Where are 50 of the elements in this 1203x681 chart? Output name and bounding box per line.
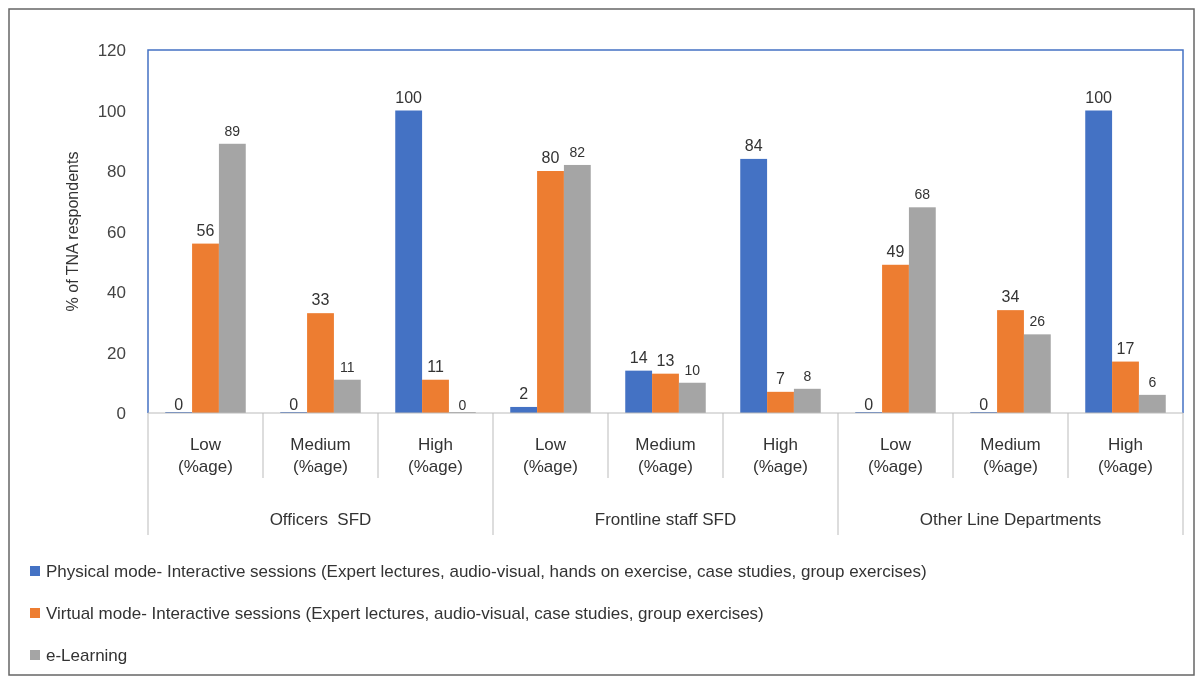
data-label: 34: [1001, 288, 1020, 306]
y-tick-label: 40: [107, 283, 126, 302]
data-label: 7: [776, 369, 786, 387]
data-label: 33: [311, 291, 330, 309]
data-label: 17: [1116, 339, 1135, 357]
data-label: 11: [340, 358, 355, 375]
data-label: 68: [914, 186, 931, 203]
data-label: 49: [886, 242, 905, 260]
data-label: 0: [289, 396, 299, 413]
text: Officers SFD: [269, 510, 372, 529]
data-label: 11: [427, 357, 444, 375]
data-label: 14: [629, 348, 648, 366]
data-label: 100: [395, 88, 423, 106]
data-label: 8: [803, 367, 812, 384]
data-label: 10: [684, 361, 701, 378]
data-label: 0: [864, 396, 874, 413]
data-label: 89: [224, 122, 241, 139]
x-tick-label: Medium (%age): [635, 435, 696, 476]
data-label: 13: [656, 351, 675, 369]
text: Other Line Departments: [919, 510, 1102, 529]
x-tick-label: Low (%age): [178, 435, 233, 476]
data-label: 26: [1029, 313, 1046, 330]
legend-label: e-Learning: [46, 646, 128, 665]
data-label: 56: [196, 221, 215, 239]
data-label: 2: [519, 384, 529, 402]
data-label: 0: [979, 396, 989, 413]
y-axis-title: % of TNA respondents: [64, 151, 81, 312]
legend-label: Physical mode- Interactive sessions (Expert lectures, audio-visual, hands on exercise, case studies, group exercises): [46, 562, 927, 581]
data-label: 0: [458, 397, 467, 413]
y-tick-label: 60: [107, 222, 126, 242]
x-tick-label: Low (%age): [868, 435, 923, 476]
data-label: 84: [744, 136, 763, 154]
y-tick-label: 0: [116, 404, 126, 423]
y-tick-label: 80: [107, 162, 126, 181]
x-tick-label: High (%age): [753, 435, 808, 476]
text: Frontline staff SFD: [594, 510, 737, 529]
x-tick-label: High (%age): [1098, 435, 1153, 476]
y-tick-label: 120: [97, 41, 126, 60]
y-tick-label: 100: [97, 101, 126, 121]
x-tick-label: Medium (%age): [980, 435, 1041, 476]
data-label: 80: [541, 149, 560, 166]
x-tick-label: Low (%age): [523, 435, 578, 476]
x-tick-label: Medium (%age): [290, 435, 351, 476]
data-label: 6: [1148, 373, 1157, 390]
data-label: 0: [174, 396, 184, 413]
data-label: 100: [1085, 88, 1113, 106]
x-tick-label: High (%age): [408, 435, 463, 476]
y-tick-label: 20: [107, 343, 126, 363]
legend-label: Virtual mode- Interactive sessions (Expert lectures, audio-visual, case studies, group exercises): [46, 604, 764, 623]
data-label: 82: [569, 143, 586, 160]
